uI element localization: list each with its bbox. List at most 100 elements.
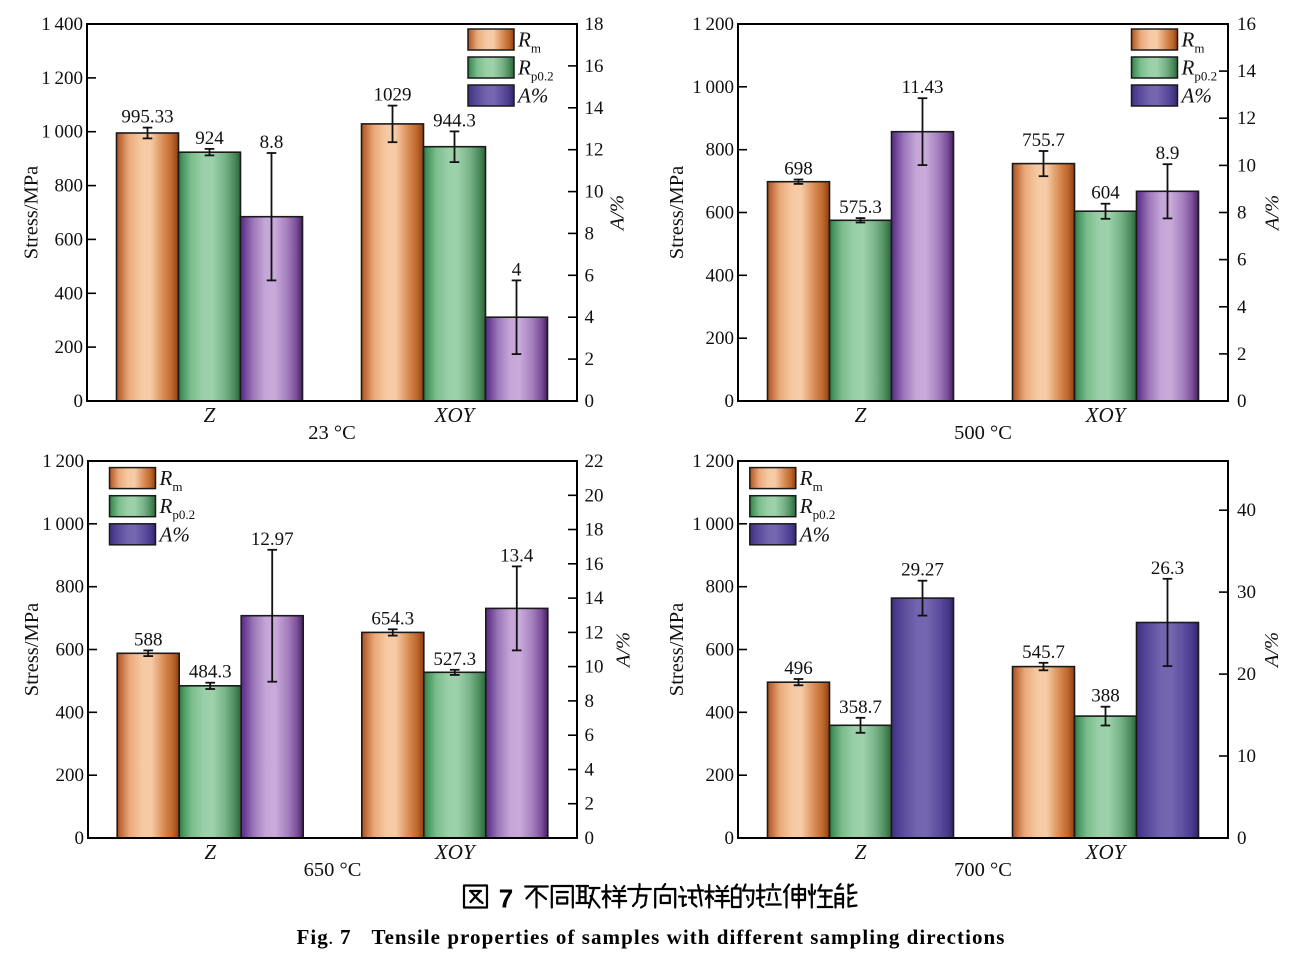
svg-text:650 °C: 650 °C: [304, 859, 362, 881]
svg-text:A%: A%: [798, 522, 830, 546]
svg-text:A/%: A/%: [613, 632, 635, 669]
svg-text:800: 800: [706, 577, 735, 598]
svg-text:200: 200: [706, 765, 735, 786]
svg-text:Stress/MPa: Stress/MPa: [21, 603, 43, 696]
svg-text:16: 16: [585, 554, 604, 575]
svg-text:4: 4: [585, 307, 595, 328]
svg-text:200: 200: [706, 328, 735, 349]
svg-text:30: 30: [1237, 582, 1256, 603]
svg-text:400: 400: [55, 283, 84, 304]
svg-text:8: 8: [1237, 203, 1247, 224]
svg-text:10: 10: [585, 657, 604, 678]
svg-text:0: 0: [725, 391, 735, 412]
svg-text:Stress/MPa: Stress/MPa: [666, 603, 688, 696]
svg-text:Rp0.2: Rp0.2: [799, 494, 836, 522]
svg-text:1 000: 1 000: [42, 514, 84, 535]
svg-text:Stress/MPa: Stress/MPa: [666, 166, 688, 259]
svg-text:11.43: 11.43: [901, 77, 943, 98]
svg-text:Stress/MPa: Stress/MPa: [20, 166, 42, 259]
svg-text:Rp0.2: Rp0.2: [159, 494, 196, 522]
svg-text:200: 200: [56, 765, 85, 786]
svg-text:358.7: 358.7: [839, 697, 882, 718]
svg-text:12: 12: [1237, 108, 1256, 129]
svg-text:600: 600: [706, 640, 735, 661]
svg-text:400: 400: [56, 702, 85, 723]
svg-text:A%: A%: [516, 84, 548, 108]
svg-text:12.97: 12.97: [251, 529, 294, 550]
svg-text:Z: Z: [204, 840, 216, 864]
svg-text:22: 22: [585, 451, 604, 472]
svg-text:Z: Z: [855, 840, 867, 864]
svg-text:0: 0: [1237, 391, 1247, 412]
svg-text:XOY: XOY: [434, 840, 477, 864]
svg-text:8.8: 8.8: [260, 132, 284, 153]
svg-text:10: 10: [1237, 746, 1256, 767]
svg-text:20: 20: [1237, 664, 1256, 685]
svg-text:400: 400: [706, 702, 735, 723]
svg-text:200: 200: [55, 337, 84, 358]
svg-text:10: 10: [1237, 155, 1256, 176]
svg-text:7: 7: [499, 884, 513, 914]
svg-text:500 °C: 500 °C: [954, 422, 1012, 444]
svg-text:12: 12: [585, 622, 604, 643]
svg-text:604: 604: [1091, 183, 1120, 204]
svg-text:26.3: 26.3: [1151, 558, 1184, 579]
svg-text:18: 18: [585, 14, 604, 35]
svg-text:944.3: 944.3: [433, 110, 476, 131]
svg-text:40: 40: [1237, 500, 1256, 521]
svg-text:1 200: 1 200: [42, 451, 84, 472]
svg-text:4: 4: [1237, 297, 1247, 318]
svg-text:18: 18: [585, 520, 604, 541]
svg-text:0: 0: [75, 828, 85, 849]
svg-text:496: 496: [784, 658, 813, 679]
svg-text:755.7: 755.7: [1022, 130, 1065, 151]
svg-text:14: 14: [585, 588, 605, 609]
svg-text:1 200: 1 200: [41, 68, 83, 89]
svg-text:14: 14: [585, 98, 605, 119]
svg-text:6: 6: [585, 725, 595, 746]
svg-text:700 °C: 700 °C: [954, 859, 1012, 881]
svg-text:527.3: 527.3: [433, 649, 476, 670]
svg-text:16: 16: [585, 56, 604, 77]
svg-text:A/%: A/%: [607, 195, 629, 232]
svg-text:10: 10: [585, 182, 604, 203]
svg-text:20: 20: [585, 485, 604, 506]
svg-text:6: 6: [585, 265, 595, 286]
svg-text:4: 4: [585, 760, 595, 781]
svg-text:2: 2: [585, 794, 595, 815]
svg-text:16: 16: [1237, 14, 1256, 35]
svg-text:A/%: A/%: [1261, 195, 1283, 232]
svg-text:XOY: XOY: [1085, 403, 1128, 427]
svg-text:1 200: 1 200: [692, 451, 734, 472]
svg-text:698: 698: [784, 159, 813, 180]
svg-text:Rm: Rm: [799, 466, 823, 494]
svg-text:29.27: 29.27: [901, 560, 944, 581]
svg-text:A/%: A/%: [1261, 632, 1283, 669]
svg-text:2: 2: [585, 349, 595, 370]
svg-text:23 °C: 23 °C: [308, 422, 356, 444]
svg-text:588: 588: [134, 629, 163, 650]
svg-text:484.3: 484.3: [189, 662, 232, 683]
svg-text:Rm: Rm: [1181, 28, 1205, 56]
svg-text:6: 6: [1237, 250, 1247, 271]
svg-text:XOY: XOY: [1085, 840, 1128, 864]
svg-text:1 000: 1 000: [692, 77, 734, 98]
svg-text:Rp0.2: Rp0.2: [1181, 56, 1218, 84]
svg-text:4: 4: [512, 259, 522, 280]
svg-text:800: 800: [706, 140, 735, 161]
svg-text:400: 400: [706, 265, 735, 286]
svg-text:A%: A%: [1180, 84, 1212, 108]
svg-text:Z: Z: [204, 403, 216, 427]
svg-text:12: 12: [585, 140, 604, 161]
svg-text:Rm: Rm: [159, 466, 183, 494]
svg-text:800: 800: [56, 577, 85, 598]
svg-text:2: 2: [1237, 344, 1247, 365]
svg-text:388: 388: [1091, 686, 1120, 707]
svg-text:1 200: 1 200: [692, 14, 734, 35]
svg-text:995.33: 995.33: [121, 107, 173, 128]
svg-text:Rp0.2: Rp0.2: [517, 56, 554, 84]
svg-text:1 000: 1 000: [41, 122, 83, 143]
svg-text:0: 0: [585, 828, 595, 849]
svg-text:600: 600: [55, 229, 84, 250]
svg-text:800: 800: [55, 176, 84, 197]
